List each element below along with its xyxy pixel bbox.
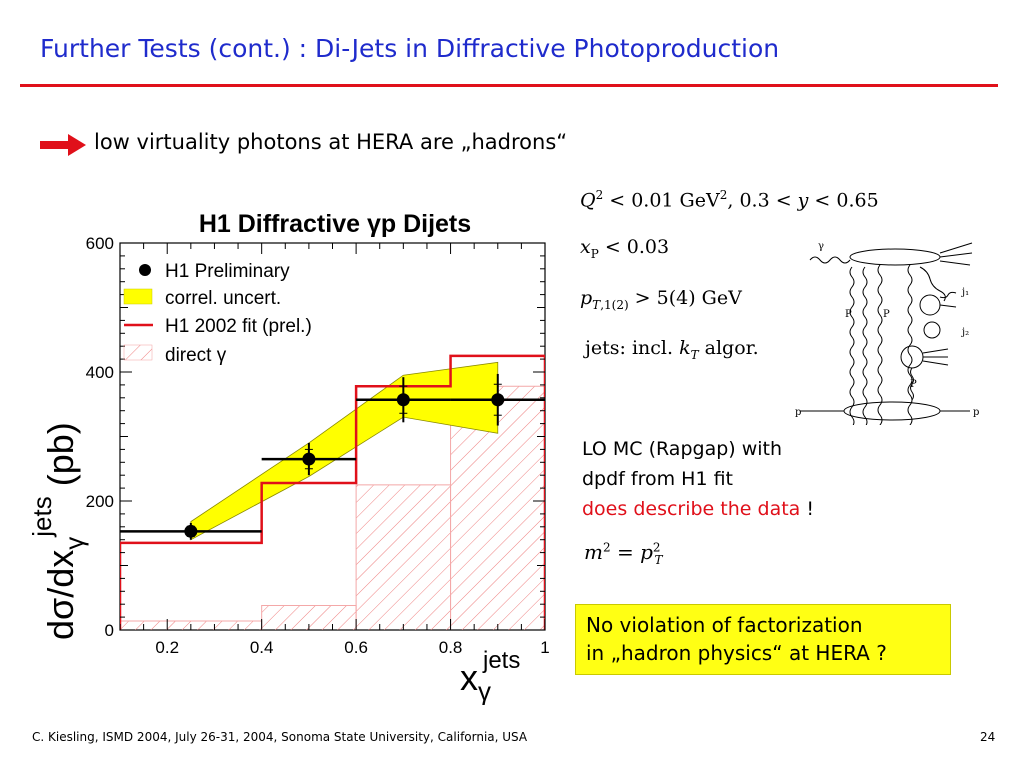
conclusion-line-1: No violation of factorization	[586, 613, 863, 637]
footer-citation: C. Kiesling, ISMD 2004, July 26-31, 2004…	[32, 730, 528, 744]
y-tick-label: 600	[86, 234, 114, 253]
title-divider	[20, 84, 998, 87]
diagram-label-p-in: p	[795, 407, 801, 418]
mc-note-line-3-suffix: !	[800, 498, 814, 520]
chart-title: H1 Diffractive γp Dijets	[199, 210, 471, 238]
mc-note-line-2: dpdf from H1 fit	[582, 468, 733, 490]
x-tick-label: 0.8	[439, 638, 463, 657]
cut-jet-algo: jets: incl. kT algor.	[585, 337, 759, 362]
data-point	[302, 452, 316, 466]
feynman-diagram: γ j₁ j₂ P P P p p	[795, 241, 979, 425]
cut-pt: pT,1(2) > 5(4) GeV	[580, 287, 742, 312]
legend-label-points: H1 Preliminary	[165, 261, 290, 282]
mc-note-line-1: LO MC (Rapgap) with	[582, 438, 783, 460]
direct-gamma-bin	[356, 484, 451, 630]
uncertainty-band	[190, 361, 499, 541]
x-tick-label: 1	[540, 638, 549, 657]
cut-q2-y: Q2 < 0.01 GeV2, 0.3 < y < 0.65	[580, 188, 879, 212]
diagram-label-j2: j₂	[961, 327, 969, 338]
conclusion-line-2: in „hadron physics“ at HERA ?	[586, 641, 887, 665]
red-arrow-icon	[40, 134, 86, 156]
dijet-chart: H1 Diffractive γp Dijets 0.2 0.4 0.6 0.8 1 0 2…	[27, 210, 550, 705]
legend-label-fit: H1 2002 fit (prel.)	[165, 316, 312, 337]
chart-legend: H1 Preliminary correl. uncert. H1 2002 f…	[123, 261, 312, 366]
legend-marker-band	[123, 288, 153, 305]
conclusion-box: No violation of factorization in „hadron…	[575, 604, 951, 675]
y-tick-label: 400	[86, 363, 114, 382]
x-tick-label: 0.4	[250, 638, 274, 657]
diagram-label-p-right: P	[883, 309, 890, 320]
data-point	[184, 524, 198, 538]
x-tick-label: 0.6	[344, 638, 368, 657]
page-number: 24	[980, 730, 996, 744]
cut-xpom: xP < 0.03	[580, 236, 670, 261]
legend-marker-points	[139, 264, 151, 276]
diagram-label-gamma: γ	[818, 241, 824, 252]
svg-text:dσ/dxγjets (pb): dσ/dxγjets (pb)	[27, 422, 89, 640]
diagram-label-p-lower: P	[910, 379, 917, 390]
diagram-label-j1: j₁	[961, 287, 969, 298]
slide-title: Further Tests (cont.) : Di-Jets in Diffr…	[40, 34, 780, 63]
legend-label-direct: direct γ	[165, 345, 227, 366]
x-axis-title: xγjets	[460, 647, 520, 705]
data-point	[491, 393, 505, 407]
y-axis-title: dσ/dxγjets (pb)	[27, 422, 89, 640]
y-tick-label: 200	[86, 492, 114, 511]
data-point	[396, 393, 410, 407]
svg-text:xγjets: xγjets	[460, 647, 520, 705]
y-tick-label: 0	[105, 621, 114, 640]
diagram-label-p-left: P	[845, 309, 852, 320]
x-tick-label: 0.2	[155, 638, 179, 657]
fit-step-line	[120, 354, 545, 630]
mc-note-line-3: does describe the data	[582, 498, 801, 520]
scale-formula: m2 = p2T	[584, 540, 663, 567]
bullet-text: low virtuality photons at HERA are „hadr…	[94, 130, 568, 154]
legend-marker-direct	[123, 344, 153, 361]
mc-note: LO MC (Rapgap) with dpdf from H1 fit doe…	[582, 434, 814, 524]
diagram-label-p-out: p	[973, 407, 979, 418]
legend-label-band: correl. uncert.	[165, 288, 281, 309]
